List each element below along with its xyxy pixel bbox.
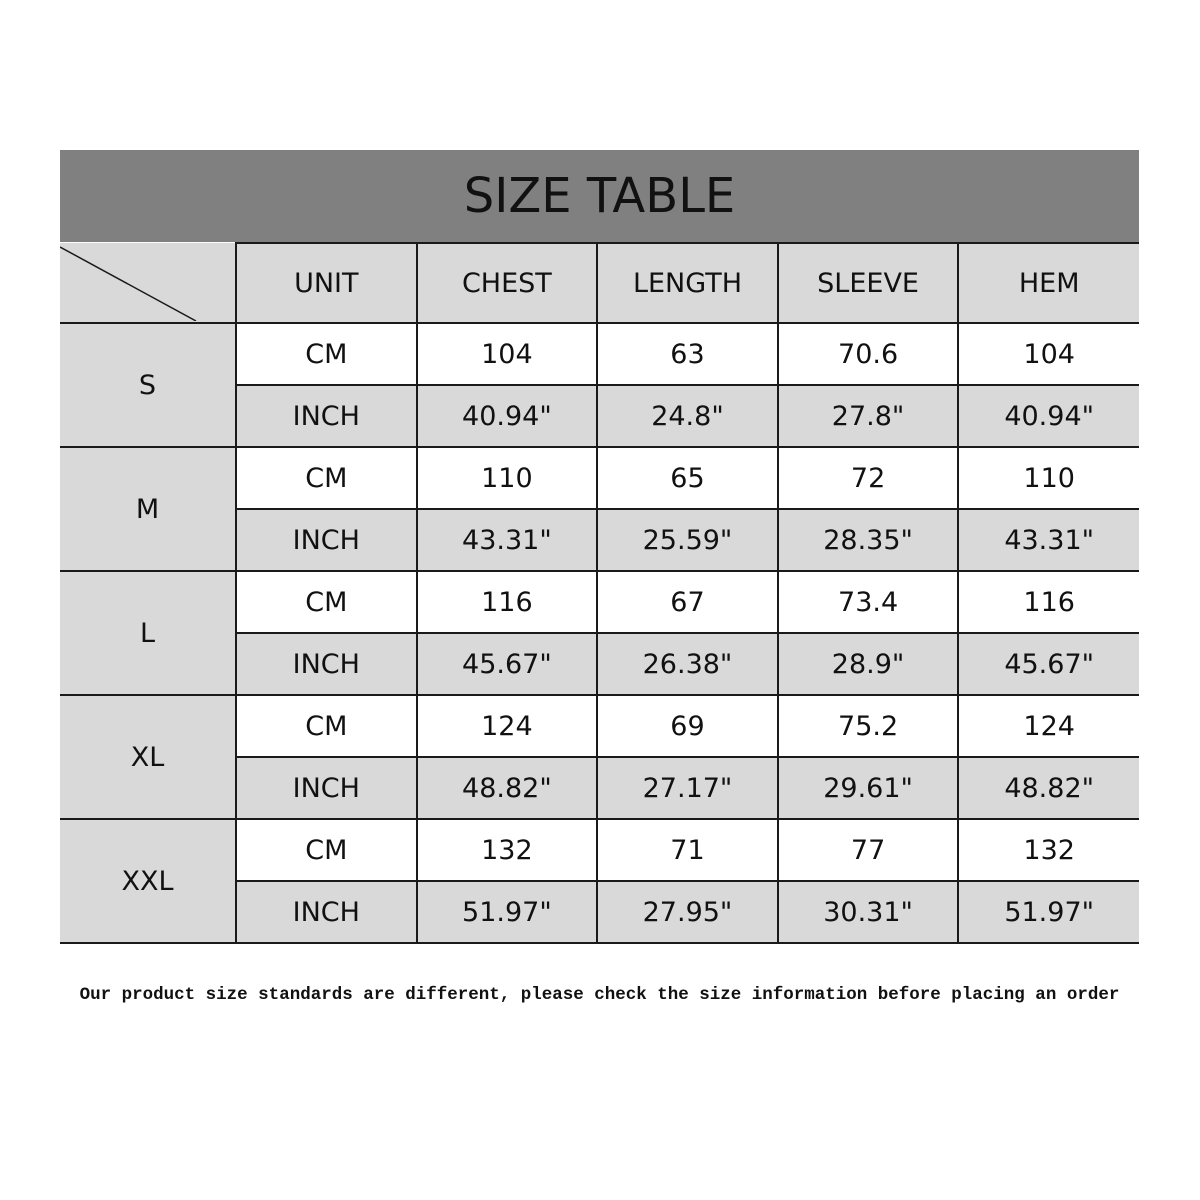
unit-cell: INCH: [236, 756, 418, 820]
header-row: UNIT CHEST LENGTH SLEEVE HEM: [60, 242, 1139, 324]
value-cell: 77: [776, 818, 960, 882]
size-label: XL: [60, 694, 237, 820]
value-cell: 29.61": [776, 756, 960, 820]
table-row: INCH 51.97" 27.95" 30.31" 51.97": [60, 880, 1139, 944]
value-cell: 132: [415, 818, 599, 882]
diagonal-line: [60, 246, 197, 321]
size-note: Our product size standards are different…: [79, 985, 1120, 1005]
value-cell: 27.95": [596, 880, 779, 944]
value-cell: 24.8": [596, 384, 779, 448]
table-row: M CM 110 65 72 110: [60, 446, 1139, 572]
header-unit: UNIT: [235, 242, 418, 324]
unit-cell: CM: [235, 570, 418, 634]
value-cell: 132: [957, 818, 1139, 882]
value-cell: 72: [776, 446, 960, 510]
size-label: S: [60, 322, 237, 448]
unit-cell: INCH: [236, 384, 418, 448]
value-cell: 104: [415, 322, 599, 386]
header-hem: HEM: [957, 242, 1139, 324]
table-row: INCH 40.94" 24.8" 27.8" 40.94": [60, 384, 1139, 448]
header-chest: CHEST: [415, 242, 599, 324]
unit-cell: CM: [235, 694, 418, 758]
value-cell: 48.82": [957, 756, 1139, 820]
table-row: INCH 43.31" 25.59" 28.35" 43.31": [60, 508, 1139, 572]
table-row: XL CM 124 69 75.2 124: [60, 694, 1139, 820]
header-length: LENGTH: [596, 242, 779, 324]
value-cell: 27.8": [776, 384, 960, 448]
size-label: L: [60, 570, 237, 696]
value-cell: 51.97": [415, 880, 599, 944]
value-cell: 110: [415, 446, 599, 510]
value-cell: 51.97": [957, 880, 1139, 944]
value-cell: 71: [596, 818, 779, 882]
size-label: XXL: [60, 818, 237, 944]
unit-cell: INCH: [236, 508, 418, 572]
value-cell: 28.9": [776, 632, 960, 696]
corner-cell: [60, 243, 237, 324]
value-cell: 30.31": [776, 880, 960, 944]
header-sleeve: SLEEVE: [776, 242, 960, 324]
value-cell: 43.31": [415, 508, 599, 572]
value-cell: 69: [596, 694, 779, 758]
table-row: S CM 104 63 70.6 104: [60, 322, 1139, 448]
table-row: INCH 48.82" 27.17" 29.61" 48.82": [60, 756, 1139, 820]
table-row: L CM 116 67 73.4 116: [60, 570, 1139, 696]
value-cell: 110: [957, 446, 1139, 510]
value-cell: 40.94": [415, 384, 599, 448]
value-cell: 27.17": [596, 756, 779, 820]
value-cell: 26.38": [596, 632, 779, 696]
table-row: INCH 45.67" 26.38" 28.9" 45.67": [60, 632, 1139, 696]
value-cell: 104: [957, 322, 1139, 386]
value-cell: 67: [596, 570, 779, 634]
value-cell: 45.67": [957, 632, 1139, 696]
value-cell: 40.94": [957, 384, 1139, 448]
unit-cell: CM: [235, 818, 418, 882]
value-cell: 116: [957, 570, 1139, 634]
size-table: UNIT CHEST LENGTH SLEEVE HEM S CM 104 63 70.…: [60, 242, 1139, 944]
value-cell: 73.4: [776, 570, 960, 634]
value-cell: 28.35": [776, 508, 960, 572]
value-cell: 116: [415, 570, 599, 634]
table-title: SIZE TABLE: [60, 150, 1139, 242]
unit-cell: INCH: [236, 880, 418, 944]
unit-cell: INCH: [236, 632, 418, 696]
value-cell: 65: [596, 446, 779, 510]
value-cell: 48.82": [415, 756, 599, 820]
unit-cell: CM: [235, 446, 418, 510]
size-label: M: [60, 446, 237, 572]
value-cell: 45.67": [415, 632, 599, 696]
table-row: XXL CM 132 71 77 132: [60, 818, 1139, 944]
value-cell: 25.59": [596, 508, 779, 572]
value-cell: 124: [957, 694, 1139, 758]
unit-cell: CM: [235, 322, 418, 386]
value-cell: 70.6: [776, 322, 960, 386]
value-cell: 124: [415, 694, 599, 758]
value-cell: 75.2: [776, 694, 960, 758]
value-cell: 63: [596, 322, 779, 386]
value-cell: 43.31": [957, 508, 1139, 572]
